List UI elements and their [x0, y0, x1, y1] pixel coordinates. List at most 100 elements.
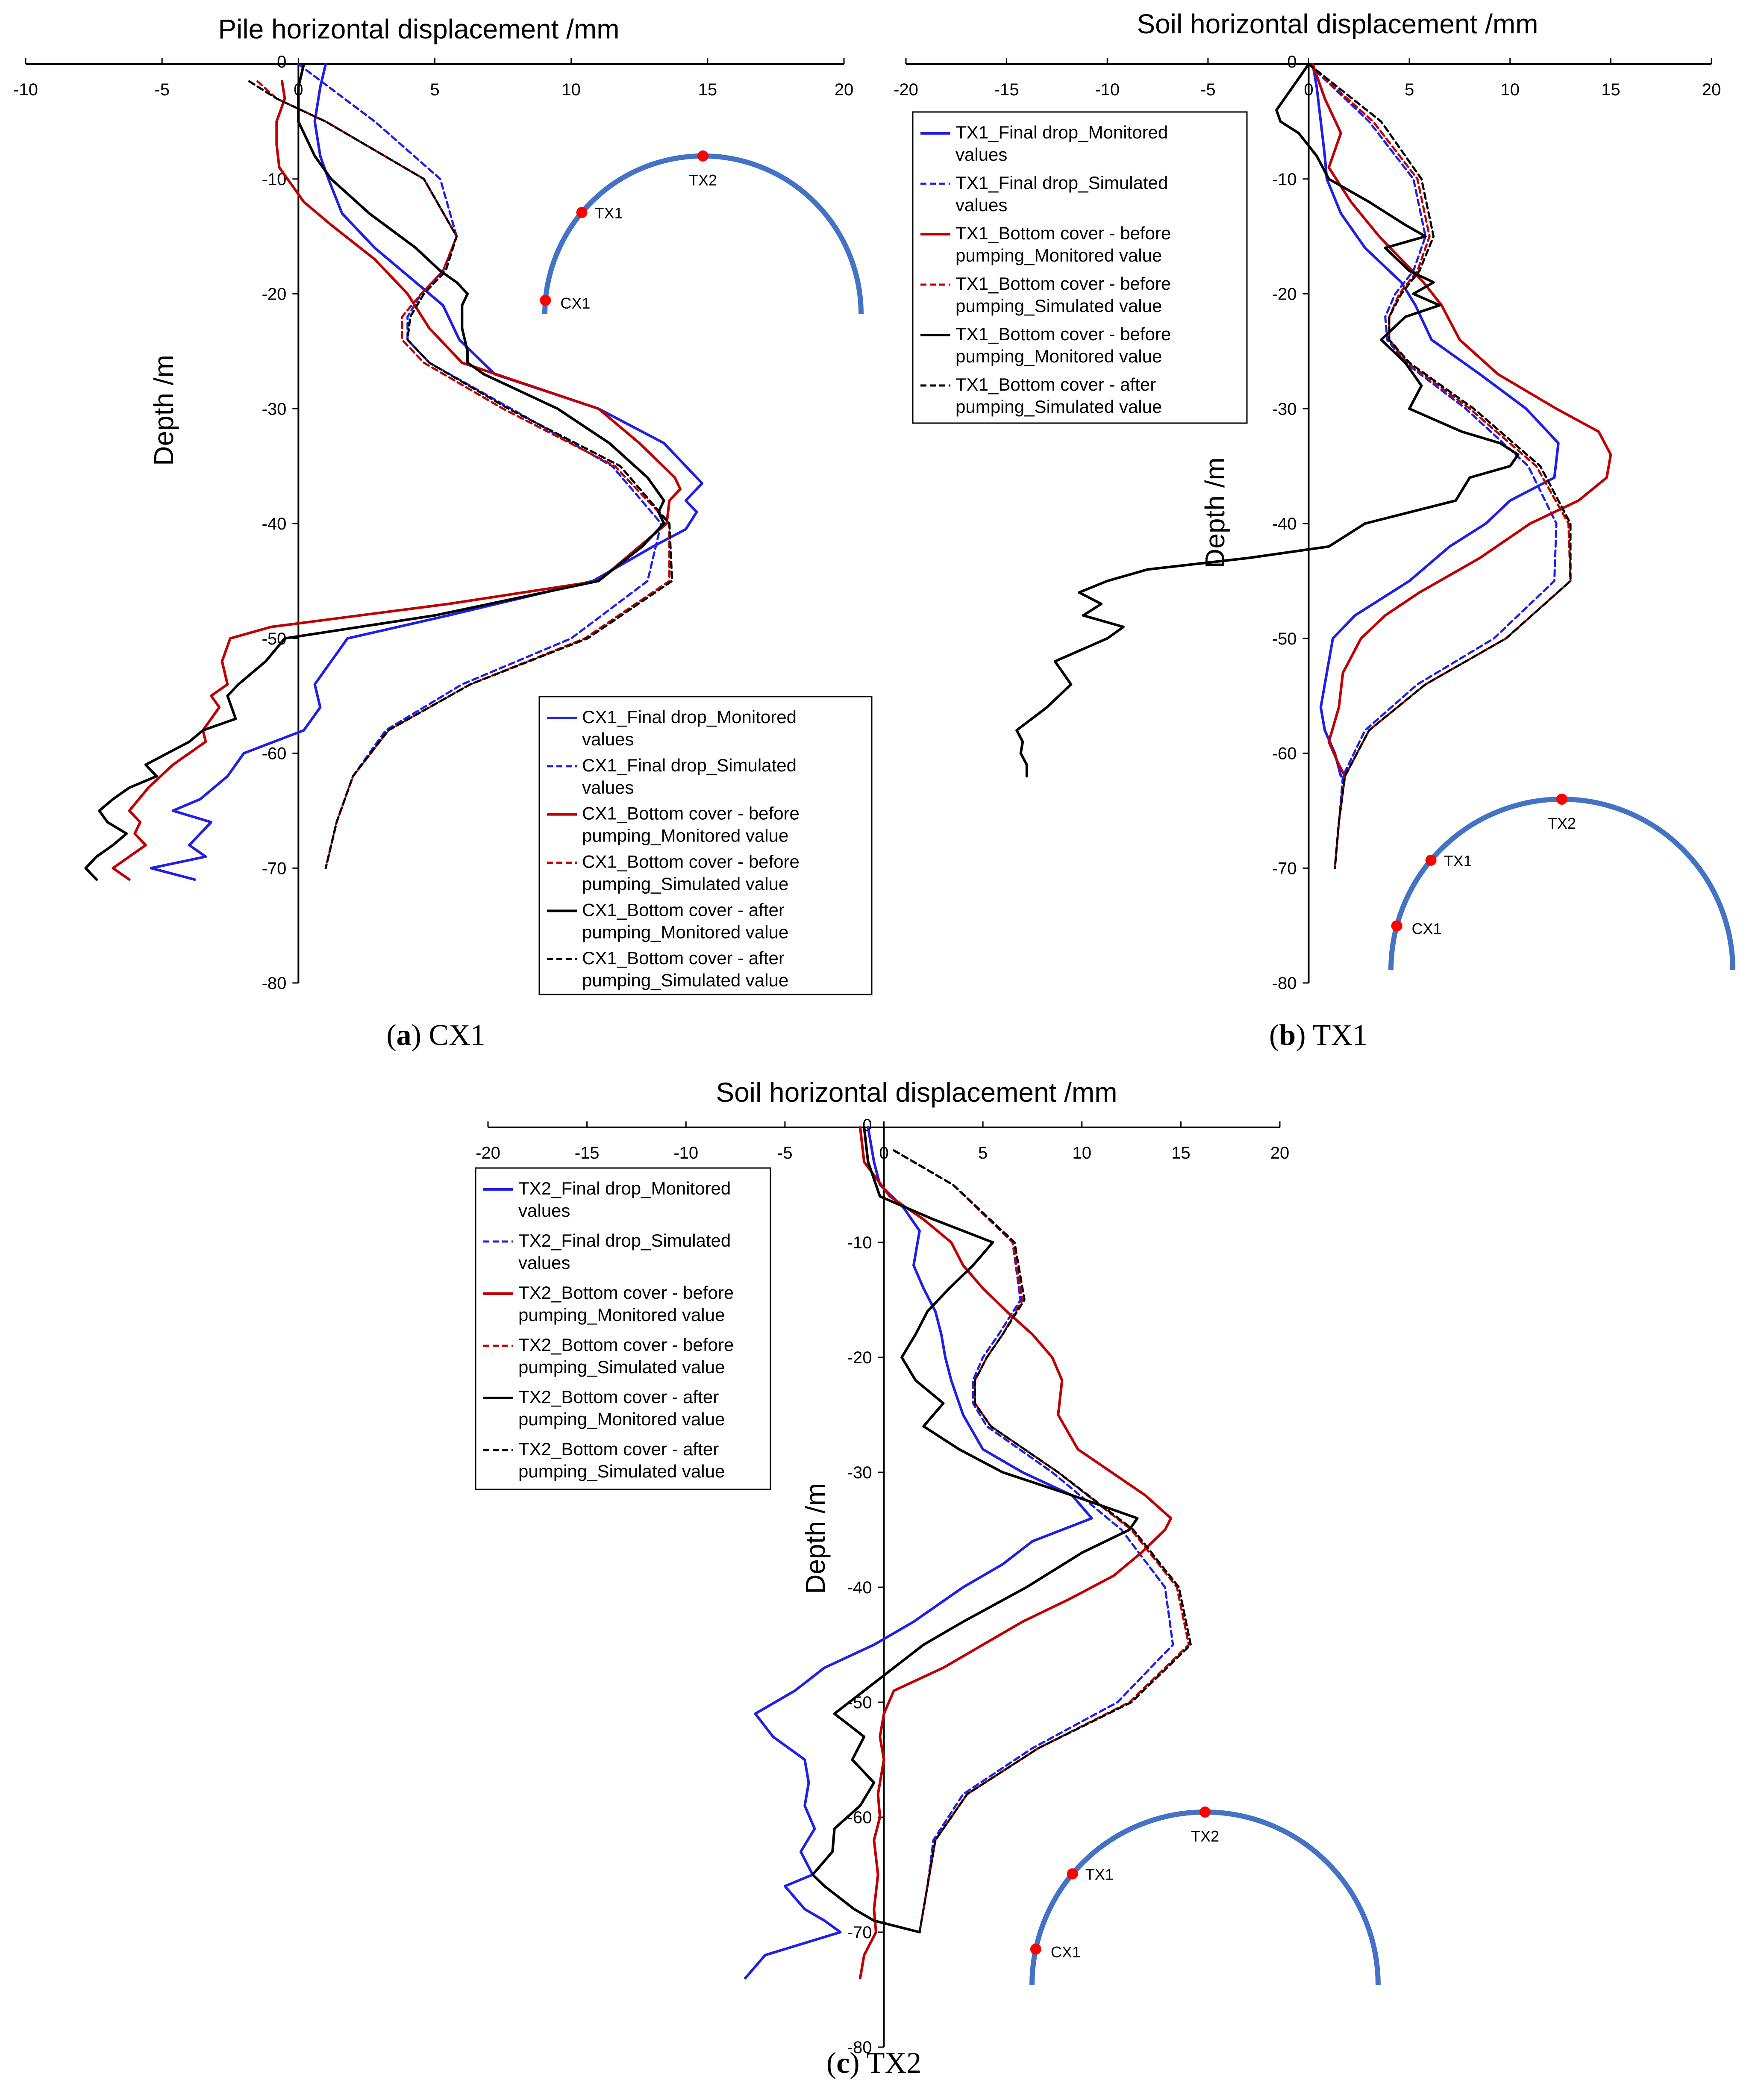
y-tick-label: -40: [847, 1578, 872, 1597]
x-tick-label: 20: [1702, 80, 1721, 99]
legend-label-line1: TX1_Final drop_Monitored: [956, 122, 1168, 142]
y-tick-label: -20: [262, 285, 287, 304]
plan-point-label: TX1: [1444, 852, 1472, 870]
legend-label-line1: CX1_Bottom cover - after: [582, 948, 785, 968]
y-tick-label: -60: [847, 1808, 872, 1827]
y-tick-label: -50: [1272, 630, 1297, 648]
x-tick-label: 5: [978, 1144, 988, 1162]
x-tick-label: 10: [1501, 80, 1520, 99]
y-tick-label: 0: [277, 53, 286, 71]
plan-point-marker: [1556, 794, 1567, 805]
plan-point-label: TX2: [689, 171, 717, 189]
panel-c-plan-inset: TX2 TX1 CX1: [1029, 1806, 1381, 1986]
legend-label-line2: values: [956, 144, 1007, 165]
panel-c-title: Soil horizontal displacement /mm: [716, 1077, 1117, 1108]
series-line-sim_final: [893, 1149, 1174, 1933]
legend-label-line1: TX1_Bottom cover - before: [956, 223, 1171, 243]
plan-point-label: CX1: [1051, 1943, 1081, 1961]
y-tick-label: -50: [262, 630, 287, 648]
y-tick-label: -80: [1272, 974, 1297, 993]
x-tick-label: 5: [1405, 80, 1414, 99]
y-tick-label: 0: [1287, 53, 1297, 71]
plan-point-label: TX2: [1548, 815, 1576, 832]
y-tick-label: -10: [1272, 170, 1297, 189]
y-tick-label: -80: [847, 2038, 872, 2057]
series-line-mon_before: [858, 1126, 1173, 1980]
legend-box: [538, 696, 873, 995]
legend-label-line1: TX1_Bottom cover - before: [956, 324, 1171, 344]
x-tick-label: -10: [13, 80, 38, 99]
legend-label-line1: CX1_Final drop_Monitored: [582, 707, 797, 727]
legend-label-line1: TX2_Bottom cover - before: [518, 1283, 734, 1303]
x-tick-label: 20: [835, 80, 854, 99]
legend-label-line1: CX1_Final drop_Simulated: [582, 755, 797, 775]
panel-c-series-group: [744, 1126, 1192, 1980]
panel-b-plan-inset: TX2 TX1 CX1: [1388, 794, 1735, 971]
plan-point-marker: [1067, 1868, 1078, 1880]
x-tick-label: -10: [1095, 80, 1120, 99]
y-tick-label: -50: [847, 1693, 872, 1712]
series-line-mon_before: [1311, 63, 1612, 778]
y-tick-label: -60: [262, 744, 287, 763]
x-tick-label: 10: [1073, 1144, 1092, 1162]
plan-point-marker: [540, 294, 551, 306]
legend-label-line1: CX1_Bottom cover - before: [582, 852, 800, 872]
x-tick-label: 5: [430, 80, 439, 99]
panel-b-series-group: [1015, 63, 1612, 869]
y-tick-label: -40: [1272, 515, 1297, 533]
y-tick-label: -30: [262, 400, 287, 418]
legend-label-line2: pumping_Simulated value: [582, 970, 788, 990]
series-line-mon_final: [744, 1126, 1093, 1980]
legend-label-line1: TX1_Final drop_Simulated: [956, 173, 1168, 193]
series-line-sim_before: [1308, 63, 1572, 869]
plan-point-marker: [1425, 854, 1437, 866]
legend-label-line2: pumping_Simulated value: [956, 397, 1162, 417]
y-tick-label: -30: [847, 1463, 872, 1482]
panel-a-y-axis-label: Depth /m: [148, 355, 179, 466]
legend-label-line1: TX2_Bottom cover - before: [518, 1335, 734, 1355]
panel-a-series-group: [84, 63, 704, 881]
series-line-mon_after: [811, 1126, 1139, 1933]
y-tick-label: -60: [1272, 744, 1297, 763]
y-tick-label: -20: [847, 1348, 872, 1367]
series-line-mon_after: [84, 63, 665, 881]
x-tick-label: -10: [673, 1144, 698, 1162]
panel-c-axes: -20 -15 -10 -5 0 5 10 15 200-10-20-30-40-50-60-7…: [476, 1116, 1289, 2057]
legend-label-line2: values: [582, 777, 634, 797]
plan-point-marker: [1391, 920, 1402, 932]
legend-label-line1: TX1_Bottom cover - after: [956, 374, 1156, 394]
legend-label-line2: values: [518, 1253, 570, 1273]
series-line-mon_final: [1311, 63, 1560, 778]
x-tick-label: -20: [894, 80, 918, 99]
panel-b-chart: Soil horizontal displacement /mm Depth /…: [894, 9, 1735, 1052]
legend-label-line2: pumping_Simulated value: [518, 1357, 725, 1377]
panel-a-plan-inset: TX2 TX1 CX1: [540, 150, 864, 315]
legend-label-line2: values: [518, 1200, 570, 1221]
y-tick-label: -70: [262, 859, 287, 878]
panel-a-legend: CX1_Final drop_MonitoredvaluesCX1_Final …: [538, 696, 873, 995]
plan-point-label: CX1: [560, 294, 590, 312]
panel-c-chart: Soil horizontal displacement /mm Depth /…: [475, 1077, 1381, 2080]
x-tick-label: 10: [562, 80, 581, 99]
y-tick-label: -70: [847, 1923, 872, 1942]
y-tick-label: -10: [847, 1233, 872, 1252]
y-tick-label: -30: [1272, 400, 1297, 418]
plan-point-marker: [1200, 1806, 1211, 1818]
y-tick-label: -80: [262, 974, 287, 993]
plan-point-label: TX1: [1085, 1866, 1114, 1883]
x-tick-label: 0: [879, 1144, 888, 1162]
panel-b-y-axis-label: Depth /m: [1200, 457, 1230, 568]
x-tick-label: -5: [154, 80, 170, 99]
legend-label-line2: pumping_Monitored value: [582, 826, 788, 846]
legend-label-line1: CX1_Bottom cover - before: [582, 803, 800, 824]
legend-label-line2: pumping_Monitored value: [956, 245, 1162, 265]
x-tick-label: -5: [777, 1144, 793, 1162]
panel-c-caption: (c) TX2: [826, 2047, 921, 2080]
panel-a-title: Pile horizontal displacement /mm: [218, 14, 619, 44]
series-line-mon_after: [1015, 63, 1520, 778]
x-tick-label: 0: [1304, 80, 1313, 99]
panel-b-axes: -20 -15 -10 -5 0 5 10 15 200-10-20-30-40-50-60-7…: [894, 53, 1721, 993]
legend-box: [475, 1167, 771, 1490]
plan-point-label: TX1: [595, 204, 623, 222]
